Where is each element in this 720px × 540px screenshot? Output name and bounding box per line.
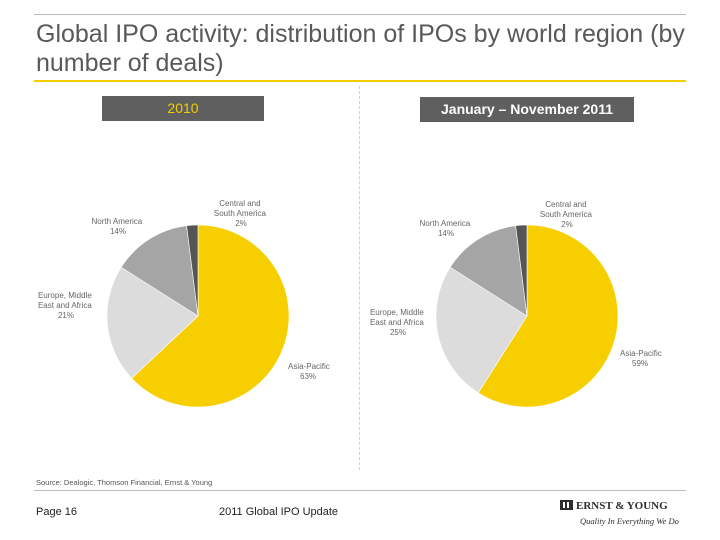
source-note: Source: Dealogic, Thomson Financial, Ern…: [36, 478, 213, 487]
ernst-young-logo: ERNST & YOUNG Quality In Everything We D…: [560, 500, 679, 526]
label-north-america-pct: 14%: [110, 227, 126, 236]
label-north-america: North America 14%: [420, 219, 473, 238]
label-emea: Europe, Middle East and Africa 25%: [370, 308, 426, 337]
top-rule: [34, 14, 686, 15]
slice-asia-pacific: [131, 224, 290, 408]
slice-emea: [435, 266, 528, 394]
label-central-south-america: Central and South America 2%: [540, 200, 594, 229]
label-asia-pacific-pct: 63%: [300, 372, 316, 381]
label-emea-pct: 25%: [390, 328, 406, 337]
label-asia-pacific-pct: 59%: [632, 359, 648, 368]
label-north-america: North America 14%: [92, 217, 145, 236]
footer-rule: [34, 490, 686, 491]
panel-divider: [359, 86, 360, 470]
panel-header-2011: January – November 2011: [420, 97, 634, 122]
logo-tagline: Quality In Everything We Do: [580, 516, 679, 526]
label-csa-name2: South America: [540, 210, 593, 219]
slice-central-south-america: [186, 224, 199, 317]
label-north-america-name: North America: [420, 219, 471, 228]
slice-north-america: [120, 225, 199, 317]
label-csa-name: Central and: [219, 199, 260, 208]
pie-chart-2011: Asia-Pacific 59% Europe, Middle East and…: [370, 200, 664, 408]
label-north-america-pct: 14%: [438, 229, 454, 238]
logo-wordmark: ERNST & YOUNG: [576, 500, 668, 512]
label-asia-pacific: Asia-Pacific 59%: [620, 349, 664, 368]
label-emea-name: Europe, Middle: [370, 308, 424, 317]
label-emea-pct: 21%: [58, 311, 74, 320]
label-csa-name2: South America: [214, 209, 267, 218]
label-csa-pct: 2%: [561, 220, 573, 229]
page-number: Page 16: [36, 506, 77, 518]
slice-asia-pacific: [477, 224, 619, 408]
label-asia-pacific-name: Asia-Pacific: [288, 362, 330, 371]
slide-title: Global IPO activity: distribution of IPO…: [36, 20, 685, 77]
slice-central-south-america: [515, 224, 528, 317]
logo-mark-icon: [560, 500, 573, 510]
label-asia-pacific-name: Asia-Pacific: [620, 349, 662, 358]
label-csa-name: Central and: [545, 200, 586, 209]
label-central-south-america: Central and South America 2%: [214, 199, 268, 228]
label-emea: Europe, Middle East and Africa 21%: [38, 291, 94, 320]
panel-header-2010: 2010: [102, 96, 264, 121]
pie-chart-2010: Asia-Pacific 63% Europe, Middle East and…: [38, 199, 332, 408]
label-csa-pct: 2%: [235, 219, 247, 228]
label-north-america-name: North America: [92, 217, 143, 226]
slice-north-america: [449, 225, 528, 317]
footer-document-title: 2011 Global IPO Update: [219, 506, 339, 518]
title-rule: [34, 80, 686, 82]
label-emea-name2: East and Africa: [370, 318, 424, 327]
label-emea-name2: East and Africa: [38, 301, 92, 310]
label-emea-name: Europe, Middle: [38, 291, 92, 300]
slice-emea: [106, 266, 199, 379]
label-asia-pacific: Asia-Pacific 63%: [288, 362, 332, 381]
